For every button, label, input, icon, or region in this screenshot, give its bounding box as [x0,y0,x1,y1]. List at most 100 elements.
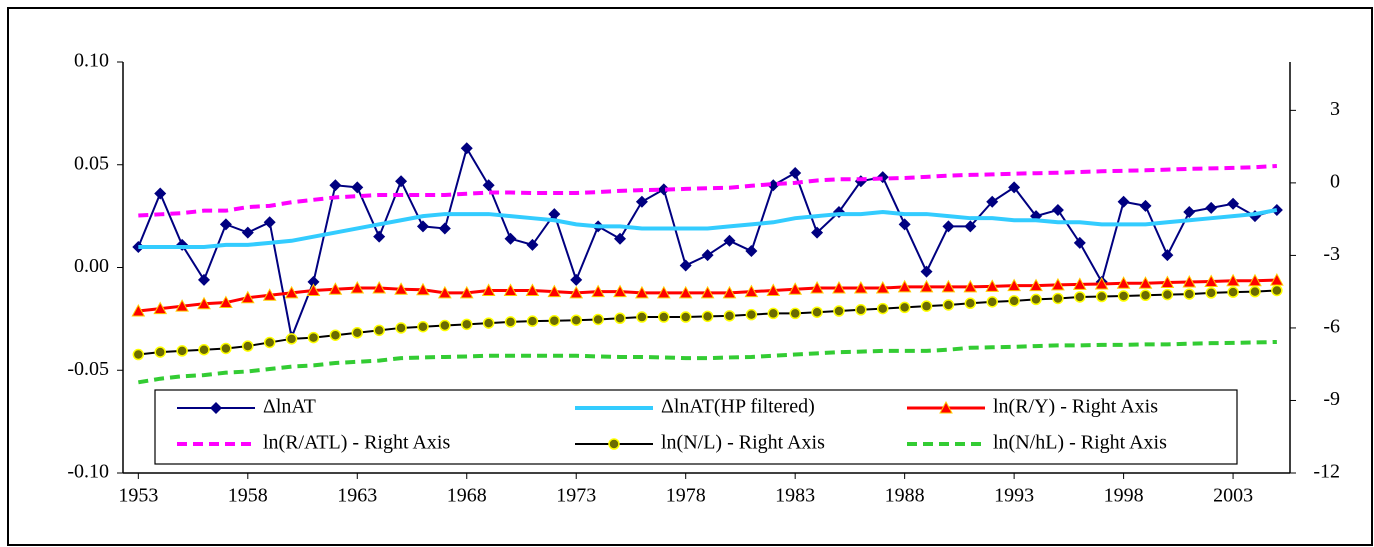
circle-marker [307,331,320,344]
diamond-marker [210,402,222,414]
diamond-marker [811,226,824,239]
triangle-marker [372,281,387,294]
triangle-marker [1138,276,1153,289]
circle-marker [1161,288,1174,301]
circle-marker [679,311,692,323]
y2-tick-label: -3 [1323,243,1340,265]
triangle-marker [810,281,824,294]
x-tick-label: 1963 [337,485,377,507]
diamond-marker [373,230,386,243]
triangle-marker [175,299,189,312]
circle-marker [132,348,145,361]
circle-marker [877,302,889,315]
triangle-marker [1182,274,1197,288]
circle-marker [833,305,845,317]
x-tick-label: 1993 [994,485,1034,507]
diamond-marker [1227,197,1240,210]
triangle-marker [613,284,627,298]
diamond-marker [548,208,561,221]
y2-tick-label: 3 [1330,98,1340,120]
triangle-marker [939,400,953,414]
circle-marker [461,318,473,331]
legend-label: ΔlnAT(HP filtered) [661,396,815,418]
circle-marker [658,311,670,323]
x-tick-label: 1958 [228,485,268,507]
circle-marker [351,327,364,339]
triangle-marker [722,285,737,299]
triangle-marker [635,285,649,299]
x-tick-label: 1953 [118,485,158,507]
triangle-marker [394,282,408,295]
triangle-marker [262,288,277,301]
triangle-marker [284,285,299,299]
diamond-marker [263,216,276,229]
diamond-marker [526,238,539,251]
circle-marker [898,301,911,314]
diamond-marker [964,220,977,233]
triangle-marker [416,282,430,296]
circle-marker [608,438,620,450]
triangle-marker [1007,278,1021,292]
circle-marker [504,316,517,328]
diamond-marker [1139,199,1152,212]
triangle-marker [897,279,912,293]
triangle-marker [963,279,978,293]
y-tick-label: 0.00 [74,255,109,277]
triangle-marker [919,279,934,293]
diamond-marker [307,275,320,288]
circle-marker [198,343,210,356]
x-tick-label: 1983 [775,485,815,507]
diamond-marker [767,179,780,192]
diamond-marker [635,195,648,208]
legend-label: ln(R/ATL) - Right Axis [263,432,450,454]
diamond-marker [723,234,736,247]
diamond-marker [1051,203,1064,216]
circle-marker [176,345,188,357]
triangle-marker [678,285,693,299]
triangle-marker [547,284,562,298]
triangle-marker [832,281,846,294]
circle-marker [1183,288,1196,300]
diamond-marker [416,220,429,233]
circle-marker [1117,290,1130,302]
diamond-marker [504,232,517,245]
triangle-marker [591,284,605,298]
circle-marker [417,320,429,333]
circle-marker [942,299,955,311]
triangle-marker [766,283,781,296]
circle-marker [1139,289,1152,302]
diamond-marker [198,273,211,286]
circle-marker [220,342,232,355]
circle-marker [789,307,801,320]
circle-marker [548,314,561,327]
diamond-marker [701,249,714,262]
diamond-marker [1161,249,1174,262]
x-tick-label: 1998 [1104,485,1144,507]
diamond-marker [942,220,955,233]
diamond-marker [438,222,451,235]
circle-marker [1008,295,1020,307]
circle-marker [1095,290,1108,303]
x-tick-label: 1978 [666,485,706,507]
x-tick-label: 1973 [556,485,596,507]
circle-marker [263,336,276,349]
circle-marker [329,329,342,341]
diamond-marker [679,259,692,272]
circle-marker [526,315,539,327]
triangle-marker [1051,277,1065,291]
triangle-marker [328,282,343,295]
triangle-marker [1029,278,1043,292]
triangle-marker [788,282,803,295]
circle-marker [614,312,626,325]
series-line [137,339,1277,385]
legend-label: ln(N/L) - Right Axis [661,432,825,454]
triangle-marker [219,295,233,309]
circle-marker [154,346,166,358]
x-tick-label: 1988 [885,485,925,507]
diamond-marker [614,232,627,245]
triangle-marker [1160,275,1175,288]
circle-marker [964,297,977,310]
triangle-marker [941,279,956,293]
legend-box [154,389,1238,465]
